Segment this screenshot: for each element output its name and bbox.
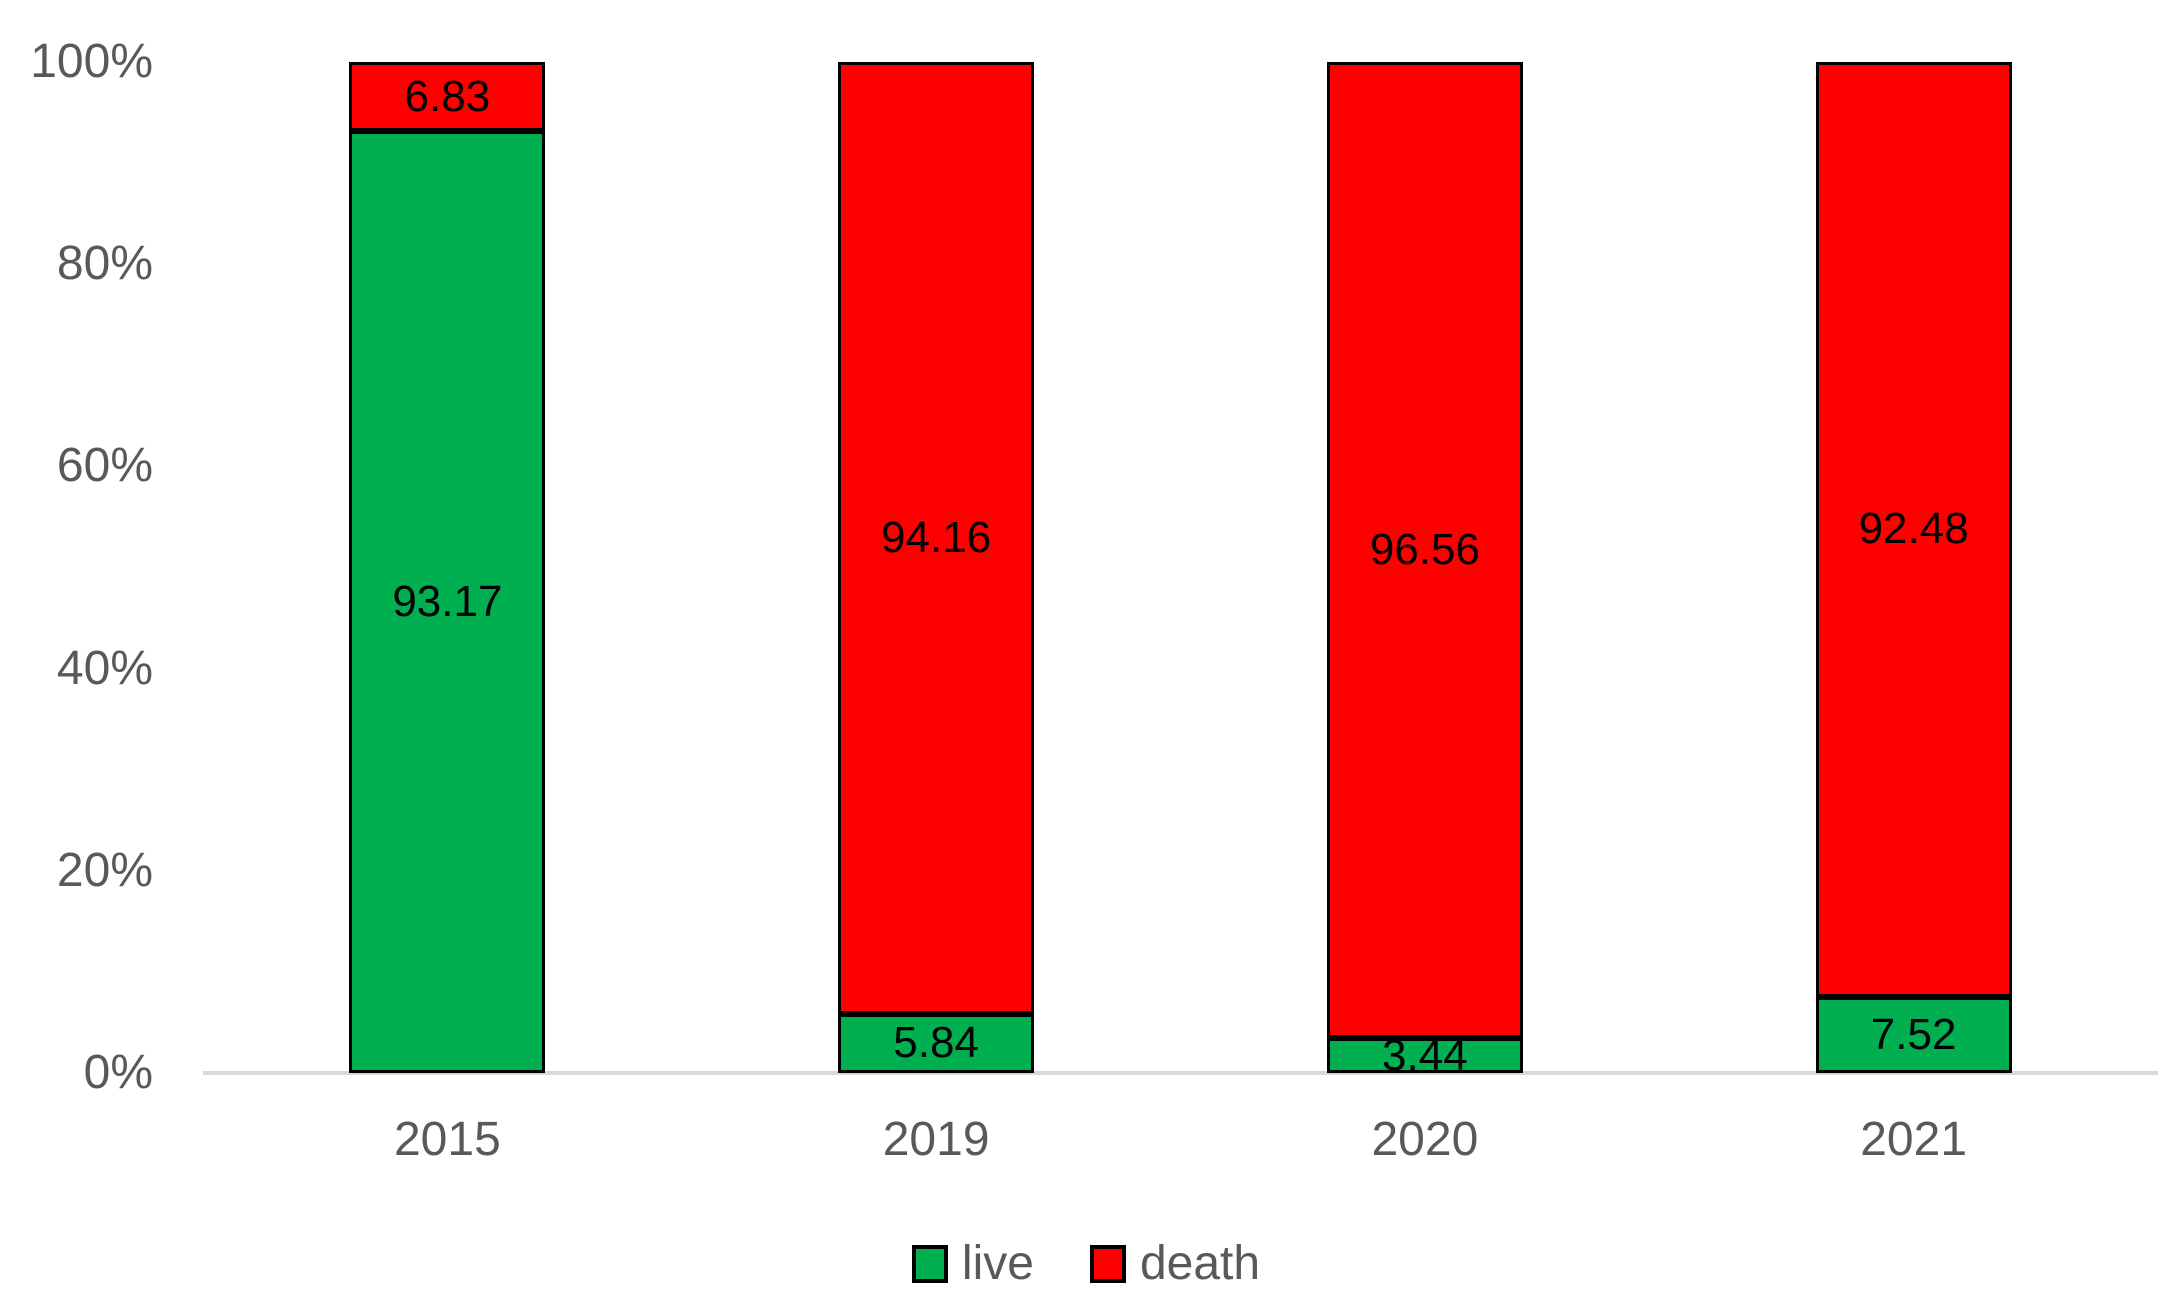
data-label-live-2015: 93.17 — [392, 577, 503, 627]
x-axis-label-2015: 2015 — [393, 1113, 501, 1166]
legend-label-live: live — [961, 1237, 1034, 1290]
segment-death-2020: 96.56 — [1326, 62, 1523, 1039]
data-label-death-2021: 92.48 — [1858, 504, 1969, 554]
legend-label-death: death — [1139, 1237, 1261, 1290]
legend-swatch-live-icon — [911, 1245, 948, 1283]
segment-live-2021: 7.52 — [1815, 996, 2012, 1073]
x-axis-label-2020: 2020 — [1371, 1113, 1479, 1166]
y-axis-tick-label: 40% — [56, 641, 153, 695]
bar-2020: 96.56 3.44 — [1326, 62, 1523, 1078]
bar-2015: 6.83 93.17 — [349, 62, 546, 1073]
y-axis-tick-label: 80% — [56, 237, 153, 291]
segment-death-2021: 92.48 — [1815, 62, 2012, 997]
legend: live death — [0, 1238, 2172, 1290]
legend-swatch-death-icon — [1089, 1245, 1126, 1283]
segment-death-2015: 6.83 — [349, 62, 546, 132]
y-axis-tick-label: 20% — [56, 843, 153, 897]
y-axis-tick-label: 60% — [56, 439, 153, 493]
bar-2019: 94.16 5.84 — [838, 62, 1035, 1073]
data-label-live-2019: 5.84 — [893, 1018, 979, 1068]
bar-2021: 92.48 7.52 — [1815, 62, 2012, 1073]
x-axis-label-2021: 2021 — [1860, 1113, 1968, 1166]
segment-live-2020: 3.44 — [1326, 1032, 1523, 1078]
segment-live-2015: 93.17 — [349, 131, 546, 1073]
legend-item-death: death — [1089, 1237, 1261, 1290]
segment-live-2019: 5.84 — [838, 1013, 1035, 1073]
y-axis-tick-label: 100% — [30, 35, 153, 88]
data-label-live-2021: 7.52 — [1870, 1009, 1957, 1059]
x-axis-label-2019: 2019 — [882, 1113, 990, 1166]
data-label-death-2015: 6.83 — [404, 71, 491, 121]
y-axis-tick-label: 0% — [83, 1046, 153, 1099]
segment-death-2019: 94.16 — [838, 62, 1035, 1014]
legend-item-live: live — [911, 1237, 1034, 1290]
data-label-death-2020: 96.56 — [1369, 525, 1480, 575]
x-axis-line — [203, 1071, 2158, 1075]
data-label-death-2019: 94.16 — [881, 512, 992, 562]
data-label-live-2020: 3.44 — [1382, 1030, 1468, 1080]
